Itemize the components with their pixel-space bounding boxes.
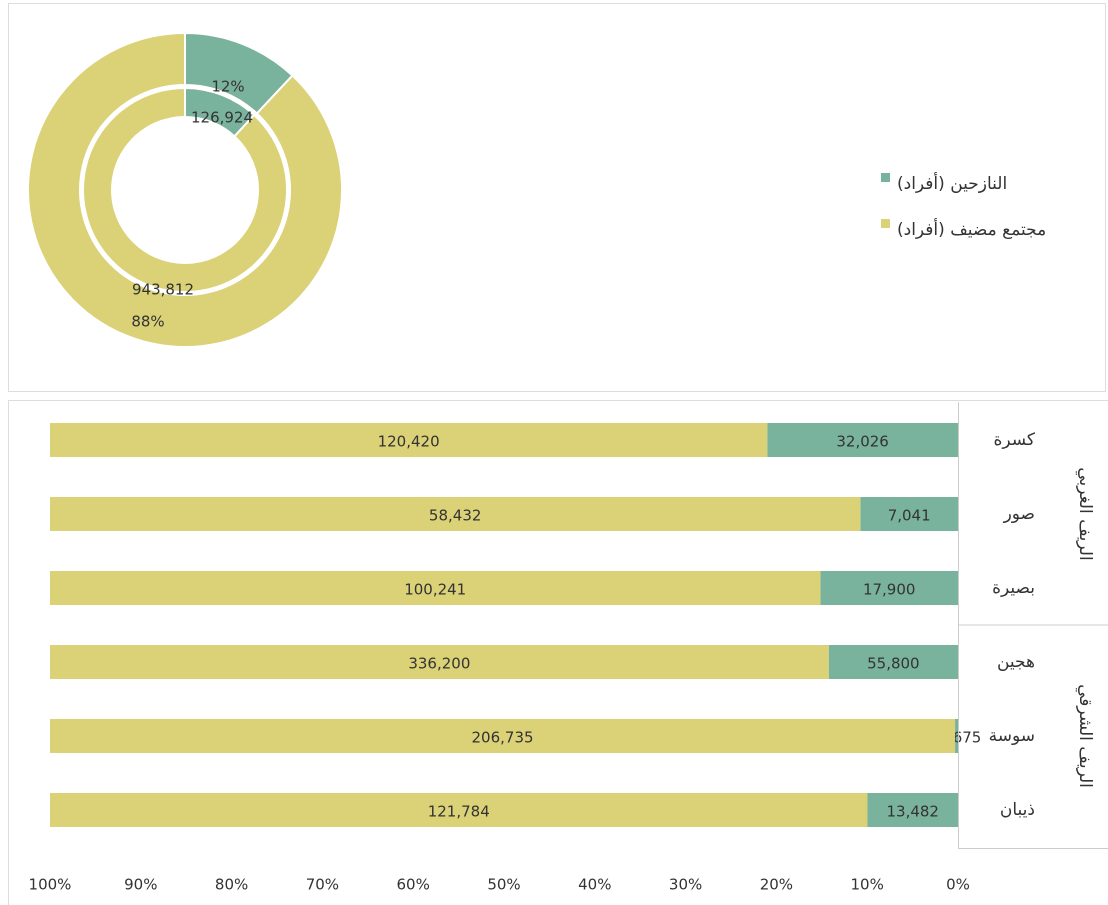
category-label: بصيرة <box>992 578 1035 598</box>
data-label: 336,200 <box>408 655 470 673</box>
x-tick-label: 10% <box>851 876 884 894</box>
data-label: 88% <box>131 313 164 331</box>
group-label: الريف الشرقي <box>1075 684 1095 788</box>
category-label: ذيبان <box>1000 800 1035 820</box>
group-label: الريف الغربي <box>1075 467 1095 560</box>
data-label: 126,924 <box>191 109 253 127</box>
legend-swatch <box>881 219 890 228</box>
data-label: 100,241 <box>404 581 466 599</box>
data-label: 32,026 <box>836 433 889 451</box>
donut-slice <box>27 31 343 348</box>
data-label: 58,432 <box>429 507 482 525</box>
bar-segment <box>50 645 829 679</box>
x-tick-label: 0% <box>946 876 970 894</box>
category-label: سوسة <box>989 726 1035 746</box>
x-tick-label: 60% <box>397 876 430 894</box>
bar-segment <box>767 423 958 457</box>
donut-slice <box>82 86 288 293</box>
x-tick-label: 30% <box>669 876 702 894</box>
data-label: 943,812 <box>132 281 194 299</box>
category-label: كسرة <box>993 430 1035 450</box>
x-tick-label: 20% <box>760 876 793 894</box>
x-tick-label: 70% <box>306 876 339 894</box>
data-label: 55,800 <box>867 655 920 673</box>
bar-segment <box>820 571 958 605</box>
legend-label: مجتمع مضيف (أفراد) <box>897 218 1046 240</box>
legend-label: النازحين (أفراد) <box>897 172 1007 194</box>
category-label: صور <box>1003 504 1035 524</box>
bar-segment <box>828 645 958 679</box>
legend-swatch <box>881 173 890 182</box>
x-tick-label: 100% <box>29 876 72 894</box>
bar-segment <box>867 793 958 827</box>
bar-segment <box>955 719 958 753</box>
data-label: 17,900 <box>863 581 916 599</box>
x-tick-label: 40% <box>578 876 611 894</box>
x-tick-label: 50% <box>487 876 520 894</box>
data-label: 12% <box>211 78 244 96</box>
data-label: 13,482 <box>886 803 939 821</box>
bar-segment <box>50 423 768 457</box>
data-label: 675 <box>953 729 982 747</box>
bar-segment <box>50 571 821 605</box>
category-label: هجين <box>997 652 1035 672</box>
data-label: 7,041 <box>888 507 931 525</box>
data-label: 206,735 <box>472 729 534 747</box>
data-label: 120,420 <box>378 433 440 451</box>
bar-segment <box>50 497 861 531</box>
x-tick-label: 90% <box>124 876 157 894</box>
data-label: 121,784 <box>428 803 490 821</box>
bar-segment <box>50 793 868 827</box>
panel-border <box>8 3 1106 392</box>
x-tick-label: 80% <box>215 876 248 894</box>
bar-segment <box>50 719 956 753</box>
bar-segment <box>860 497 958 531</box>
